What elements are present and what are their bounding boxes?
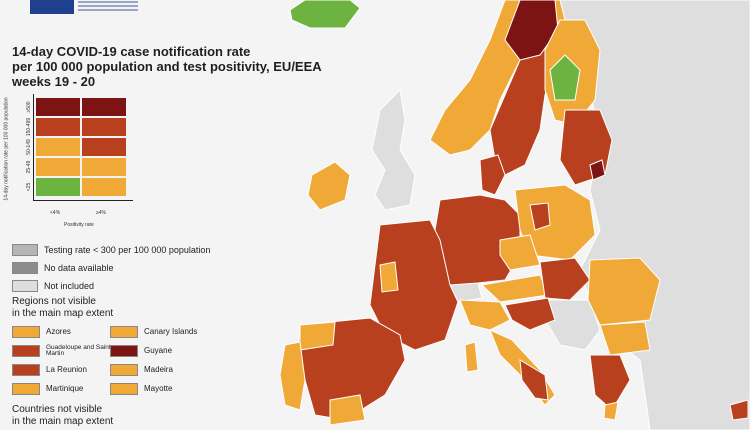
matrix-x-label: <4% — [50, 210, 61, 216]
region-swatch — [12, 383, 40, 395]
italy-south — [519, 359, 549, 401]
greece-islands — [603, 401, 619, 421]
matrix-cell — [36, 118, 80, 136]
matrix-y-label: 25-49 — [26, 160, 32, 174]
title-line-2: per 100 000 population and test positivi… — [12, 59, 322, 74]
matrix-cell — [82, 178, 126, 196]
matrix-cell — [82, 158, 126, 176]
countries-heading: Countries not visible in the main map ex… — [12, 404, 113, 428]
poland — [514, 184, 596, 261]
countries-heading-line-1: Countries not visible — [12, 404, 103, 415]
region-label: Mayotte — [144, 384, 173, 393]
portugal — [279, 341, 306, 411]
title-line-1: 14-day COVID-19 case notification rate — [12, 44, 251, 59]
regions-heading-line-2: in the main map extent — [12, 308, 114, 319]
matrix-y-label: ≥500 — [26, 101, 32, 113]
matrix-cell — [82, 138, 126, 156]
region-label: Guyane — [144, 346, 173, 355]
sardinia — [464, 341, 479, 373]
region-swatch — [110, 326, 138, 338]
region-swatch — [12, 326, 40, 338]
romania — [587, 257, 661, 326]
region-swatch — [110, 383, 138, 395]
legend-swatch — [12, 280, 38, 292]
cyprus — [729, 399, 749, 421]
czechia — [499, 234, 541, 271]
bulgaria — [599, 321, 651, 356]
region-label: Guadeloupe and Saint Martin — [46, 344, 111, 357]
region-swatch — [110, 345, 138, 357]
spain-orange-north — [299, 321, 336, 351]
countries-heading-line-2: in the main map extent — [12, 416, 114, 427]
matrix-y-label: 150-499 — [26, 117, 32, 137]
legend-swatch — [12, 244, 38, 256]
matrix-y-axis — [33, 94, 34, 200]
matrix-y-label: <25 — [26, 182, 32, 192]
matrix-x-label: ≥4% — [96, 210, 106, 216]
region-swatch — [12, 345, 40, 357]
regions-heading-line-1: Regions not visible — [12, 296, 96, 307]
uk-landmass — [371, 88, 416, 211]
matrix-cell — [36, 178, 80, 196]
spain-orange-south — [329, 394, 366, 426]
title-line-3: weeks 19 - 20 — [12, 74, 96, 89]
greece — [589, 354, 631, 411]
matrix-cell — [36, 98, 80, 116]
matrix-cell — [36, 158, 80, 176]
matrix-x-title: Positivity rate — [64, 222, 94, 228]
map-title: 14-day COVID-19 case notification rate p… — [12, 44, 322, 89]
croatia — [504, 297, 556, 331]
matrix-y-label: 50-149 — [26, 139, 32, 155]
ireland — [307, 161, 351, 211]
region-label: Martinique — [46, 384, 84, 393]
region-label: Madeira — [144, 365, 173, 374]
baltics-dark — [589, 159, 606, 181]
ecdc-logo-text — [78, 1, 138, 13]
hungary — [539, 257, 591, 301]
matrix-x-axis — [33, 200, 133, 201]
matrix-cell — [82, 118, 126, 136]
legend-label: Testing rate < 300 per 100 000 populatio… — [44, 245, 211, 255]
legend-swatch — [12, 262, 38, 274]
region-label: Canary Islands — [144, 327, 198, 336]
france-orange-region — [379, 261, 399, 293]
matrix-cell — [82, 98, 126, 116]
matrix-y-title: 14-day notification rate per 100 000 pop… — [3, 97, 10, 201]
eu-flag-logo — [30, 0, 74, 14]
poland-red — [529, 202, 551, 231]
matrix-cell — [36, 138, 80, 156]
region-swatch — [12, 364, 40, 376]
france — [369, 219, 459, 351]
region-swatch — [110, 364, 138, 376]
legend-label: Not included — [44, 281, 95, 291]
iceland — [289, 0, 361, 29]
regions-heading: Regions not visible in the main map exte… — [12, 296, 113, 320]
italy-north — [459, 299, 511, 331]
finland-region — [549, 54, 581, 101]
legend-label: No data available — [44, 263, 114, 273]
region-label: La Reunion — [46, 365, 87, 374]
region-label: Azores — [46, 327, 71, 336]
denmark — [479, 154, 506, 196]
